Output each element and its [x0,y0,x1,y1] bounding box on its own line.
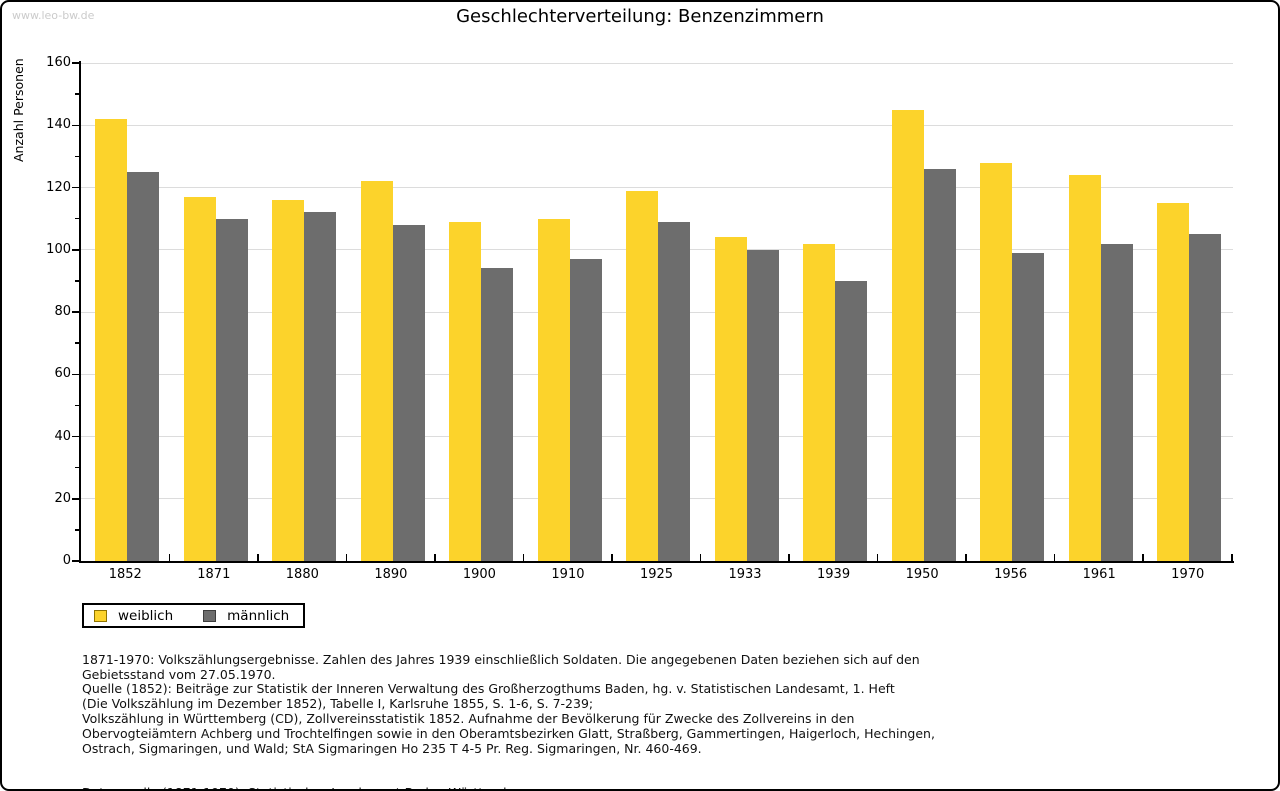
bar-maennlich-1925 [658,221,691,561]
bar-weiblich-1939 [803,243,836,561]
bar-weiblich-1880 [272,199,305,561]
y-tick-label: 0 [62,553,71,568]
x-category-label: 1852 [108,567,142,582]
bar-maennlich-1910 [569,259,602,561]
bar-weiblich-1925 [626,190,659,561]
x-tick [788,554,790,561]
maennlich-swatch-icon [203,609,217,622]
bar-weiblich-1871 [183,196,216,561]
y-minor-tick [75,529,79,531]
legend-item-weiblich: weiblich [94,608,173,624]
x-category-label: 1939 [817,567,851,582]
x-category-label: 1880 [285,567,319,582]
x-tick [1053,554,1056,561]
bar-maennlich-1961 [1100,243,1133,561]
bar-maennlich-1871 [215,218,248,561]
footnotes: 1871-1970: Volkszählungsergebnisse. Zahl… [82,638,1232,789]
x-tick [965,554,967,561]
bar-maennlich-1852 [127,171,159,561]
x-tick [1142,554,1144,561]
y-major-tick [72,498,79,500]
y-tick-label: 120 [46,179,71,195]
y-tick-label: 20 [54,490,71,506]
y-major-tick [72,435,79,438]
y-major-tick [72,249,79,251]
x-category-label: 1933 [728,567,762,582]
legend-label-weiblich: weiblich [118,607,174,624]
y-major-tick [72,311,79,313]
x-tick [1231,554,1233,561]
gridline [81,62,1233,64]
x-category-label: 1871 [197,567,231,582]
x-tick [699,554,702,561]
bar-weiblich-1950 [891,109,924,561]
y-major-tick [72,560,79,562]
x-category-label: 1925 [639,567,674,582]
y-minor-tick [75,404,79,407]
weiblich-swatch-icon [94,609,107,622]
chart-title: Geschlechterverteilung: Benzenzimmern [456,6,824,27]
x-tick [345,554,348,561]
gridline [81,124,1233,126]
bar-weiblich-1890 [360,181,393,561]
y-tick-label: 140 [46,117,71,133]
x-axis-line [79,561,1234,563]
bar-maennlich-1939 [835,280,868,561]
x-tick [168,554,171,561]
y-major-tick [72,186,79,189]
x-tick [876,554,879,561]
bar-weiblich-1900 [449,221,482,561]
legend: weiblich männlich [82,603,306,628]
footnote-datasource: Datenquelle (1871-1970): Statistisches L… [82,785,1232,789]
gridline [81,187,1233,188]
footnote-notes: 1871-1970: Volkszählungsergebnisse. Zahl… [82,651,935,756]
y-major-tick [72,373,79,375]
x-tick [522,554,525,561]
bar-maennlich-1933 [746,249,779,561]
bar-maennlich-1900 [481,268,514,561]
bar-maennlich-1956 [1012,252,1045,561]
x-category-label: 1970 [1171,567,1205,582]
bar-weiblich-1933 [714,237,747,561]
bar-weiblich-1852 [95,119,127,561]
y-major-tick [72,124,79,126]
x-category-label: 1956 [994,567,1028,582]
x-category-label: 1900 [462,567,496,582]
x-category-label: 1961 [1082,567,1116,582]
y-major-tick [72,62,79,64]
x-tick [611,554,613,561]
bar-maennlich-1950 [923,168,956,561]
x-tick [434,554,436,561]
bar-maennlich-1970 [1189,234,1222,561]
bar-weiblich-1956 [980,162,1013,561]
y-minor-tick [75,93,79,95]
x-category-label: 1910 [551,567,585,582]
y-minor-tick [75,217,79,220]
y-tick-label: 60 [54,366,71,382]
x-tick [257,554,259,561]
watermark: www.leo-bw.de [12,9,95,22]
bar-weiblich-1910 [537,218,570,561]
y-minor-tick [75,280,79,282]
bar-weiblich-1970 [1157,203,1190,561]
y-axis-title: Anzahl Personen [11,58,26,162]
bar-weiblich-1961 [1068,175,1101,561]
y-minor-tick [75,155,79,158]
legend-label-maennlich: männlich [227,607,290,624]
x-category-label: 1890 [374,567,408,582]
y-minor-tick [75,466,79,469]
y-tick-label: 40 [54,428,71,444]
y-tick-label: 80 [54,304,71,319]
x-category-label: 1950 [905,567,939,582]
y-minor-tick [75,342,79,344]
legend-item-maennlich: männlich [203,608,289,624]
y-axis-line [79,61,81,563]
bar-maennlich-1880 [304,212,337,561]
y-tick-label: 100 [46,241,71,257]
y-tick-label: 160 [46,55,71,70]
bar-maennlich-1890 [392,224,425,561]
